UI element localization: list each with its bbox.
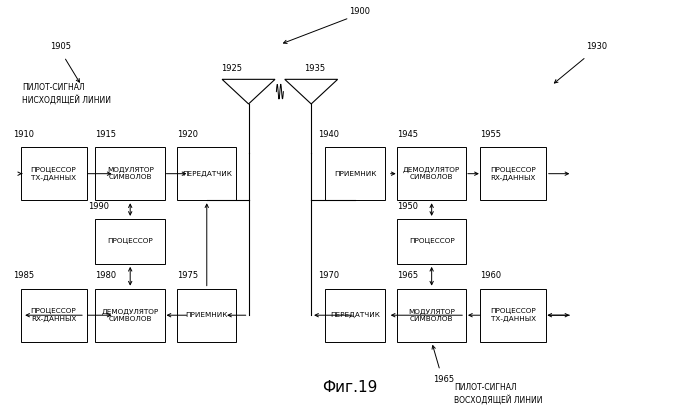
Text: 1990: 1990 (88, 202, 110, 211)
Text: ПРОЦЕССОР
RX-ДАННЫХ: ПРОЦЕССОР RX-ДАННЫХ (31, 309, 76, 322)
Text: 1930: 1930 (586, 42, 607, 51)
FancyBboxPatch shape (20, 289, 87, 342)
Text: ПРОЦЕССОР: ПРОЦЕССОР (409, 238, 454, 244)
Text: 1980: 1980 (95, 271, 117, 280)
Text: 1955: 1955 (480, 130, 501, 139)
Text: 1905: 1905 (50, 42, 71, 51)
Text: 1920: 1920 (177, 130, 199, 139)
Text: 1925: 1925 (221, 64, 242, 73)
Text: ПЕРЕДАТЧИК: ПЕРЕДАТЧИК (330, 312, 380, 318)
Text: ПРОЦЕССОР
ТХ-ДАННЫХ: ПРОЦЕССОР ТХ-ДАННЫХ (31, 167, 76, 180)
Text: МОДУЛЯТОР
СИМВОЛОВ: МОДУЛЯТОР СИМВОЛОВ (408, 309, 455, 322)
Text: 1900: 1900 (350, 7, 370, 16)
Text: ПРИЕМНИК: ПРИЕМНИК (334, 171, 376, 177)
Text: 1970: 1970 (319, 271, 340, 280)
FancyBboxPatch shape (95, 219, 165, 264)
FancyBboxPatch shape (326, 147, 384, 200)
Text: ПИЛОТ-СИГНАЛ
НИСХОДЯЩЕЙ ЛИНИИ: ПИЛОТ-СИГНАЛ НИСХОДЯЩЕЙ ЛИНИИ (22, 83, 111, 104)
Text: Фиг.19: Фиг.19 (322, 380, 377, 395)
Text: ДЕМОДУЛЯТОР
СИМВОЛОВ: ДЕМОДУЛЯТОР СИМВОЛОВ (101, 309, 159, 322)
FancyBboxPatch shape (397, 289, 466, 342)
Text: 1915: 1915 (95, 130, 116, 139)
FancyBboxPatch shape (20, 147, 87, 200)
FancyBboxPatch shape (177, 147, 236, 200)
FancyBboxPatch shape (177, 289, 236, 342)
Text: 1935: 1935 (304, 64, 325, 73)
Text: ПРОЦЕССОР: ПРОЦЕССОР (108, 238, 153, 244)
FancyBboxPatch shape (95, 289, 165, 342)
Text: ПРОЦЕССОР
RX-ДАННЫХ: ПРОЦЕССОР RX-ДАННЫХ (490, 167, 536, 180)
Text: 1910: 1910 (13, 130, 34, 139)
Text: 1985: 1985 (13, 271, 35, 280)
Text: ПРОЦЕССОР
ТХ-ДАННЫХ: ПРОЦЕССОР ТХ-ДАННЫХ (490, 309, 536, 322)
FancyBboxPatch shape (397, 147, 466, 200)
FancyBboxPatch shape (480, 147, 546, 200)
Text: ПЕРЕДАТЧИК: ПЕРЕДАТЧИК (182, 171, 231, 177)
Text: 1940: 1940 (319, 130, 340, 139)
Text: 1960: 1960 (480, 271, 501, 280)
Text: 1975: 1975 (177, 271, 199, 280)
FancyBboxPatch shape (480, 289, 546, 342)
FancyBboxPatch shape (326, 289, 384, 342)
Text: ДЕМОДУЛЯТОР
СИМВОЛОВ: ДЕМОДУЛЯТОР СИМВОЛОВ (403, 167, 460, 180)
Text: 1945: 1945 (397, 130, 418, 139)
Text: 1965: 1965 (397, 271, 418, 280)
Text: 1950: 1950 (397, 202, 418, 211)
Text: МОДУЛЯТОР
СИМВОЛОВ: МОДУЛЯТОР СИМВОЛОВ (107, 167, 154, 180)
FancyBboxPatch shape (397, 219, 466, 264)
Text: ПИЛОТ-СИГНАЛ
ВОСХОДЯЩЕЙ ЛИНИИ: ПИЛОТ-СИГНАЛ ВОСХОДЯЩЕЙ ЛИНИИ (454, 383, 542, 404)
FancyBboxPatch shape (95, 147, 165, 200)
Text: 1965: 1965 (433, 375, 454, 384)
Text: ПРИЕМНИК: ПРИЕМНИК (186, 312, 228, 318)
